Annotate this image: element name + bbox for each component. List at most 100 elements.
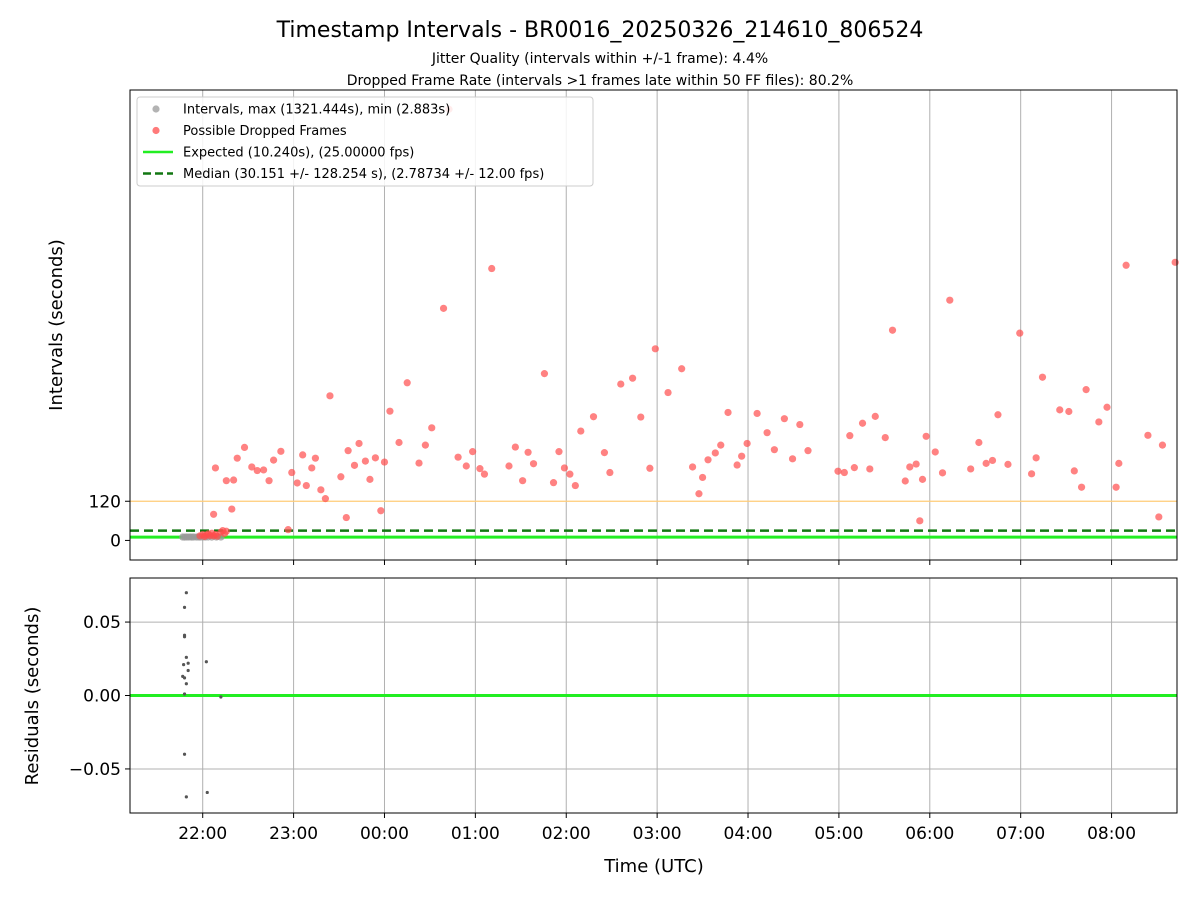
dropped-frame-point [871, 412, 879, 420]
dropped-frame-point [1158, 441, 1167, 449]
dropped-frame-point [265, 477, 273, 485]
x-axis-label: Time (UTC) [603, 856, 704, 877]
dropped-frame-point [380, 458, 389, 466]
dropped-frame-point [1171, 258, 1179, 266]
dropped-frame-point [743, 439, 751, 448]
dropped-frame-point [975, 438, 983, 447]
dropped-frame-point [770, 446, 778, 454]
dropped-frame-point [299, 451, 307, 459]
dropped-frame-point [386, 407, 394, 415]
dropped-frame-point [1082, 386, 1090, 394]
dropped-frame-point [664, 388, 672, 397]
dropped-frame-point [260, 466, 268, 474]
dropped-frame-point [480, 470, 489, 478]
legend-label: Expected (10.240s), (25.00000 fps) [183, 146, 414, 161]
dropped-frame-point [834, 467, 842, 475]
dropped-frame-point [695, 490, 703, 498]
residuals-y-tick-label: −0.05 [69, 760, 121, 780]
dropped-frame-point [1065, 407, 1073, 416]
dropped-frame-point [524, 448, 532, 456]
dropped-frame-point [439, 304, 448, 312]
dropped-frame-point [344, 447, 352, 455]
dropped-frame-point [589, 413, 598, 421]
residual-point [184, 655, 188, 659]
residuals-panel: 0.05 0.00 −0.05 22:00 23:00 00:00 01:00 02:00 0… [22, 577, 1178, 877]
dropped-frame-point [717, 441, 725, 449]
dropped-frame-point [415, 459, 423, 467]
dropped-frame-point [361, 457, 369, 465]
residual-point [184, 591, 188, 595]
x-tick-label: 02:00 [542, 824, 591, 844]
intervals-reference-lines [130, 500, 1177, 539]
dropped-frame-point [269, 456, 278, 464]
chart-subtitle-2: Dropped Frame Rate (intervals >1 frames … [347, 73, 854, 89]
dropped-frame-point [724, 408, 732, 417]
intervals-y-tick-label: 0 [110, 531, 121, 551]
residual-point [182, 605, 187, 609]
residuals-y-tick-label: 0.05 [83, 613, 121, 633]
legend-label: Median (30.151 +/- 128.254 s), (2.78734 … [183, 167, 544, 182]
dropped-frame-point [529, 460, 538, 468]
dropped-frame-point [555, 448, 563, 456]
dropped-frame-point [780, 415, 788, 423]
dropped-frame-point [311, 454, 320, 462]
dropped-frame-point [222, 477, 230, 485]
dropped-frame-point [1038, 373, 1047, 381]
legend-frame [136, 96, 594, 187]
dropped-frame-point [916, 517, 924, 525]
legend-marker [152, 126, 160, 135]
dropped-frame-point [988, 456, 997, 465]
dropped-frame-point [571, 481, 579, 490]
dropped-frame-point [651, 345, 659, 353]
residuals-x-ticks: 22:00 23:00 00:00 01:00 02:00 03:00 04:00 05:00… [178, 813, 1136, 844]
dropped-frame-point [403, 379, 411, 387]
dropped-frame-point [337, 473, 345, 481]
dropped-frame-point [600, 449, 609, 457]
dropped-frame-point [1155, 513, 1163, 521]
chart-title: Timestamp Intervals - BR0016_20250326_21… [276, 18, 924, 43]
dropped-frame-point [421, 441, 429, 449]
residual-point [182, 663, 186, 667]
chart-subtitle-1: Jitter Quality (intervals within +/-1 fr… [431, 51, 768, 67]
residual-point [219, 695, 223, 699]
dropped-frame-point [628, 374, 637, 382]
intervals-panel: 0 120 Intervals (seconds) Intervals, max … [46, 89, 1179, 565]
dropped-frame-point [228, 505, 236, 513]
dropped-frame-point [454, 453, 462, 461]
dropped-frame-point [211, 464, 220, 472]
residual-point [205, 790, 209, 795]
dropped-frame-point [918, 475, 927, 483]
dropped-frame-point [846, 432, 854, 440]
residual-point [184, 682, 188, 686]
intervals-y-label: Intervals (seconds) [46, 239, 67, 411]
dropped-frame-point [688, 463, 697, 471]
dropped-frame-point [906, 463, 914, 471]
x-tick-label: 01:00 [451, 824, 500, 844]
dropped-frame-point [317, 486, 325, 494]
dropped-frame-point [994, 411, 1002, 419]
dropped-frame-point [888, 326, 897, 334]
residual-point [182, 692, 187, 696]
dropped-frame-point [1056, 406, 1064, 414]
residual-point [182, 676, 187, 680]
dropped-frame-point [469, 448, 477, 456]
dropped-frame-point [711, 449, 719, 457]
dropped-frame-point [931, 448, 939, 456]
dropped-frame-point [1112, 483, 1120, 491]
dropped-frame-point [428, 424, 436, 432]
dropped-frame-point [1115, 459, 1123, 467]
dropped-frame-point [549, 479, 558, 487]
dropped-frame-point [967, 465, 975, 473]
x-tick-label: 00:00 [360, 824, 409, 844]
dropped-frame-point [901, 477, 909, 485]
legend-label: Intervals, max (1321.444s), min (2.883s) [183, 103, 450, 118]
dropped-frame-point [1122, 261, 1130, 269]
dropped-frame-point [850, 464, 858, 472]
dropped-frame-point [326, 392, 334, 400]
dropped-frame-point [840, 468, 848, 477]
dropped-frame-point [293, 479, 301, 487]
dropped-frame-point [698, 473, 707, 482]
dropped-frame-point [763, 429, 771, 437]
intervals-x-ticks [202, 560, 1113, 565]
